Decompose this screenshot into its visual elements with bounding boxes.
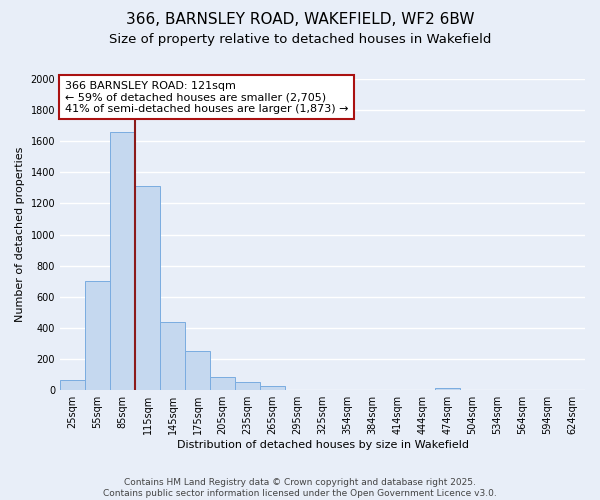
Bar — [110, 132, 135, 390]
Y-axis label: Number of detached properties: Number of detached properties — [15, 147, 25, 322]
X-axis label: Distribution of detached houses by size in Wakefield: Distribution of detached houses by size … — [176, 440, 469, 450]
Bar — [210, 376, 235, 390]
Text: 366 BARNSLEY ROAD: 121sqm
← 59% of detached houses are smaller (2,705)
41% of se: 366 BARNSLEY ROAD: 121sqm ← 59% of detac… — [65, 80, 349, 114]
Text: 366, BARNSLEY ROAD, WAKEFIELD, WF2 6BW: 366, BARNSLEY ROAD, WAKEFIELD, WF2 6BW — [126, 12, 474, 28]
Bar — [235, 382, 260, 390]
Bar — [135, 186, 160, 390]
Bar — [60, 380, 85, 390]
Bar — [185, 350, 210, 390]
Bar — [435, 388, 460, 390]
Bar — [85, 282, 110, 390]
Text: Contains HM Land Registry data © Crown copyright and database right 2025.
Contai: Contains HM Land Registry data © Crown c… — [103, 478, 497, 498]
Bar — [260, 386, 285, 390]
Bar — [160, 322, 185, 390]
Text: Size of property relative to detached houses in Wakefield: Size of property relative to detached ho… — [109, 32, 491, 46]
